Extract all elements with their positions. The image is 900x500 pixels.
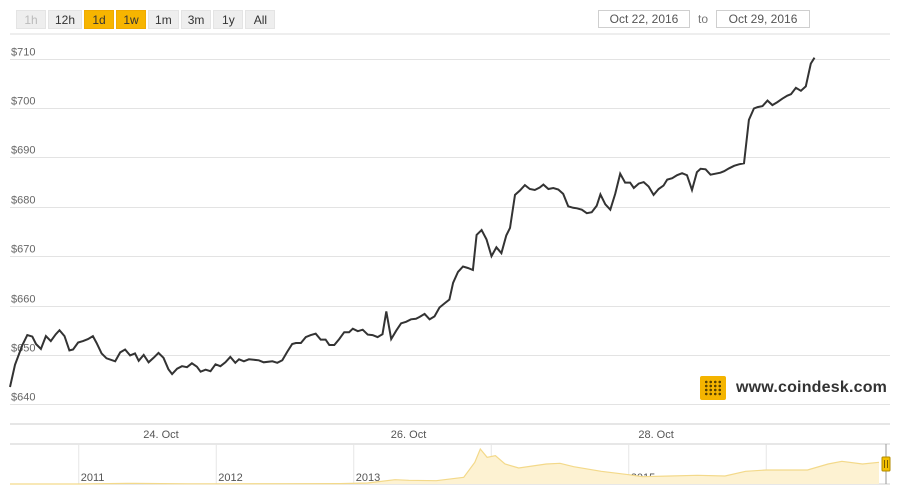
coindesk-logo-icon [700,376,726,400]
range-button-all[interactable]: All [245,10,276,29]
y-axis-labels: $640 $650 $660 $670 $680 $690 $700 $710 [11,47,35,404]
coindesk-logo: www.coindesk.com [700,376,887,400]
range-button-1y[interactable]: 1y [213,10,244,29]
y-tick-label: $710 [11,47,35,59]
navigator-year-label: 2012 [218,472,242,484]
y-tick-label: $640 [11,392,35,404]
navigator-year-label: 2011 [81,472,105,484]
x-tick-label: 24. Oct [143,429,178,441]
range-button-3m[interactable]: 3m [180,10,212,29]
y-tick-label: $700 [11,96,35,108]
navigator-line [10,447,880,485]
date-from-input[interactable] [598,10,690,28]
y-tick-label: $670 [11,244,35,256]
navigator-handle[interactable] [881,456,891,472]
range-button-1m[interactable]: 1m [148,10,179,29]
y-tick-label: $690 [11,145,35,157]
navigator-area [10,449,879,484]
y-tick-label: $660 [11,294,35,306]
navigator[interactable]: 201120122013201420152016 [10,443,891,485]
date-to-input[interactable] [716,10,811,28]
range-button-1d[interactable]: 1d [84,10,115,29]
x-axis-labels: 24. Oct 26. Oct 28. Oct [143,429,674,441]
coindesk-logo-text: www.coindesk.com [736,379,888,396]
navigator-year-label: 2013 [356,472,380,484]
y-tick-label: $680 [11,195,35,207]
range-selector: 1h 12h 1d 1w 1m 3m 1y All [16,10,276,29]
date-range: to [598,10,811,28]
range-button-12h[interactable]: 12h [48,10,83,29]
date-range-to-label: to [698,12,709,26]
y-tick-label: $650 [11,343,35,355]
price-line [9,57,816,388]
x-tick-label: 28. Oct [638,429,673,441]
range-button-1h[interactable]: 1h [16,10,46,29]
range-button-1w[interactable]: 1w [116,10,147,29]
grid-lines [10,33,890,425]
x-tick-label: 26. Oct [391,429,426,441]
